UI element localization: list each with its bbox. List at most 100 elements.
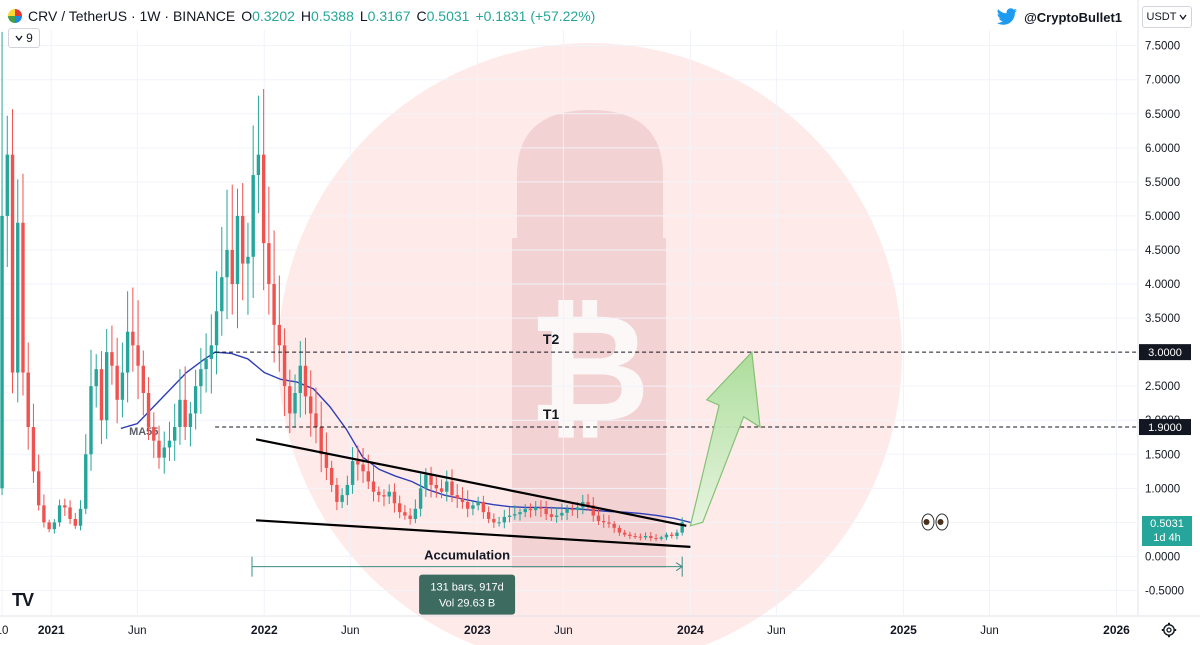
candle bbox=[272, 230, 276, 363]
candle bbox=[131, 287, 135, 372]
currency-selector[interactable]: USDT bbox=[1142, 6, 1192, 28]
candle bbox=[502, 509, 507, 529]
candle bbox=[465, 490, 470, 518]
candle bbox=[377, 486, 381, 503]
chevron-down-icon bbox=[15, 35, 23, 42]
candle bbox=[188, 401, 193, 447]
candle bbox=[445, 470, 449, 502]
candle bbox=[36, 454, 41, 511]
candle bbox=[52, 519, 57, 534]
y-tick-label: 0.0000 bbox=[1145, 551, 1180, 563]
candle bbox=[230, 184, 234, 315]
candle bbox=[539, 500, 543, 518]
grid bbox=[0, 30, 1137, 615]
candle bbox=[523, 504, 527, 518]
candle bbox=[261, 88, 266, 291]
candle bbox=[617, 525, 622, 536]
candle bbox=[152, 412, 156, 459]
candle bbox=[340, 488, 344, 509]
candle bbox=[622, 529, 627, 537]
candle bbox=[141, 350, 146, 416]
candle bbox=[63, 498, 67, 516]
candle bbox=[303, 337, 308, 415]
candle bbox=[670, 532, 674, 539]
candle bbox=[392, 483, 397, 513]
gear-icon[interactable] bbox=[1161, 622, 1177, 638]
candle bbox=[42, 494, 46, 528]
eyes-icon bbox=[921, 513, 949, 531]
y-tick-label: 5.5000 bbox=[1145, 177, 1180, 189]
high-value: 0.5388 bbox=[311, 8, 354, 24]
wedge-upper-line bbox=[255, 438, 687, 527]
candle bbox=[675, 529, 679, 540]
indicators-toggle[interactable]: 9 bbox=[8, 28, 40, 48]
ma55-label: MA55 bbox=[129, 426, 158, 438]
candle bbox=[633, 533, 637, 539]
x-tick-label: 2022 bbox=[251, 623, 278, 637]
candle bbox=[68, 500, 72, 525]
candle bbox=[193, 369, 198, 430]
twitter-handle: @CryptoBullet1 bbox=[1024, 9, 1122, 25]
candle bbox=[570, 504, 575, 516]
candle bbox=[267, 186, 271, 315]
candle bbox=[549, 506, 554, 521]
candle bbox=[371, 465, 376, 502]
candle bbox=[293, 374, 297, 428]
open-value: 0.3202 bbox=[252, 8, 295, 24]
candle bbox=[47, 519, 51, 533]
candle bbox=[413, 499, 418, 524]
candle bbox=[345, 475, 350, 506]
y-tick-label: 1.5000 bbox=[1145, 449, 1180, 461]
y-tick-label: 2.0000 bbox=[1145, 415, 1180, 427]
candle bbox=[602, 514, 606, 528]
wedge-lower-line bbox=[256, 519, 691, 548]
candle bbox=[366, 454, 370, 490]
candle bbox=[528, 503, 533, 518]
candle bbox=[277, 275, 282, 372]
candle bbox=[26, 342, 30, 450]
y-tick-label: -0.5000 bbox=[1145, 585, 1184, 597]
candle bbox=[654, 534, 658, 542]
candles bbox=[0, 32, 684, 542]
candle bbox=[21, 173, 25, 396]
candle bbox=[450, 469, 454, 503]
chart-header: CRV / TetherUS · 1W · BINANCE O0.3202 H0… bbox=[8, 8, 595, 24]
symbol-title[interactable]: CRV / TetherUS · 1W · BINANCE bbox=[28, 8, 236, 24]
candle bbox=[476, 496, 480, 511]
last-price-value: 0.5031 bbox=[1150, 518, 1184, 530]
candle bbox=[329, 460, 334, 493]
candle bbox=[554, 507, 559, 523]
candle bbox=[10, 109, 15, 394]
candle bbox=[565, 504, 569, 520]
watermark-logo: ₿ bbox=[278, 43, 902, 645]
candle bbox=[99, 351, 104, 445]
y-tick-label: 4.5000 bbox=[1145, 245, 1180, 257]
x-tick-label: Jun bbox=[341, 625, 360, 637]
tradingview-logo[interactable]: TV bbox=[12, 590, 34, 610]
candle bbox=[408, 508, 412, 525]
y-tick-label: 4.0000 bbox=[1145, 279, 1180, 291]
candle bbox=[544, 500, 548, 521]
range-line bbox=[251, 566, 683, 568]
candle bbox=[628, 531, 632, 540]
candle bbox=[235, 188, 240, 329]
y-tick-label: 7.0000 bbox=[1145, 75, 1180, 87]
candle bbox=[220, 226, 224, 336]
candle bbox=[481, 495, 486, 519]
candle bbox=[5, 115, 9, 267]
overlays: T2 3.0000 T1 1.9000 Accumulation 131 bars, 91… bbox=[215, 331, 1191, 615]
level-axis-tag bbox=[1139, 344, 1191, 361]
last-price-tag: 0.5031 1d 4h bbox=[1142, 516, 1192, 546]
candle bbox=[460, 487, 465, 509]
candle bbox=[643, 532, 648, 540]
candle bbox=[214, 271, 219, 375]
candle bbox=[680, 517, 684, 536]
candle bbox=[507, 507, 512, 523]
candle bbox=[403, 504, 407, 520]
x-tick-label: 2025 bbox=[890, 623, 917, 637]
candle bbox=[335, 478, 339, 511]
candle bbox=[492, 513, 496, 528]
candle bbox=[298, 340, 302, 418]
x-tick-label: 2023 bbox=[464, 623, 491, 637]
